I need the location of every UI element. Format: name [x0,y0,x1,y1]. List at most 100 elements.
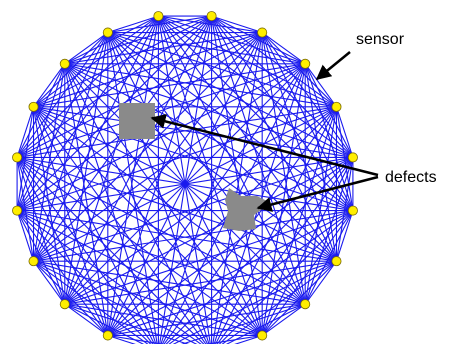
sensor-nodes [12,11,358,341]
ray-path-54 [335,106,354,158]
ray-path-4 [211,15,354,211]
ray-path-120 [33,106,306,305]
ray-path-27 [160,32,263,344]
defect-region-1 [119,103,155,139]
ray-path-111 [157,15,337,262]
ray-path-172 [32,63,66,262]
ray-path-47 [33,63,306,262]
defect-arrow-2 [256,175,379,212]
ray-path-183 [16,15,159,158]
ray-path-67 [64,63,337,108]
sensor-node-18 [59,58,70,69]
ray-path-165 [32,106,66,305]
ray-path-109 [64,63,337,262]
ray-path-132 [64,63,263,336]
ray-path-64 [16,106,337,212]
ray-path-16 [64,15,212,65]
sensor-node-20 [153,11,164,22]
ray-path-154 [64,303,109,336]
sensor-node-6 [347,205,358,216]
ray-path-164 [16,157,66,305]
ray-path-155 [33,260,109,336]
ray-path-101 [221,260,337,344]
ray-path-84 [158,15,354,158]
sensor-node-13 [59,299,70,310]
ray-path-128 [33,260,263,336]
ray-path-184 [33,63,66,108]
ray-path-58 [261,106,337,336]
ray-path-37 [304,63,337,108]
ray-path-2 [211,15,337,108]
ray-path-169 [16,210,35,262]
ray-path-98 [158,15,354,211]
ray-path-148 [16,210,152,344]
ray-path-62 [64,106,337,305]
ray-path-178 [16,32,109,211]
ray-path-139 [16,210,202,344]
ray-path-187 [64,32,109,65]
sensor-node-1 [206,11,217,22]
ray-path-29 [64,32,263,305]
ray-path-53 [158,15,306,65]
ray-path-179 [16,15,159,211]
sensor-node-2 [257,27,268,38]
sensor-node-7 [331,256,342,267]
ray-path-85 [335,210,354,262]
ray-path-52 [107,31,306,65]
sensor-node-9 [257,330,268,341]
ray-path-112 [261,303,306,336]
ray-path-180 [16,106,35,158]
ray-path-186 [33,15,159,108]
ray-path-129 [16,210,263,336]
ray-path-103 [107,260,337,336]
ray-path-21 [261,32,354,158]
ray-path-156 [16,210,109,336]
ray-path-89 [168,210,354,344]
ray-path-78 [33,156,354,262]
sensor-node-4 [331,101,342,112]
ray-path-143 [107,32,210,344]
ray-path-151 [64,63,157,344]
ray-path-158 [33,106,109,336]
ray-path-69 [158,15,337,108]
ray-path-144 [157,16,211,344]
ray-path-110 [107,32,337,262]
ray-path-177 [16,63,66,211]
ray-path-36 [158,15,263,34]
ray-path-83 [107,32,354,158]
ray-path-149 [16,157,154,344]
ray-path-33 [33,32,263,108]
ray-path-122 [107,32,306,305]
ray-path-176 [16,106,35,211]
sensor-node-3 [300,58,311,69]
ray-path-150 [33,106,155,344]
sensor-node-14 [28,256,39,267]
sensor-node-17 [28,101,39,112]
ray-path-99 [304,260,337,305]
ray-path-147 [33,260,149,344]
ray-path-96 [64,63,354,212]
ray-path-173 [33,32,109,262]
ray-path-72 [304,157,354,305]
ray-path-19 [261,32,306,65]
ray-path-170 [16,157,35,262]
ray-path-181 [16,63,66,158]
ray-path-14 [16,15,212,158]
ray-path-95 [33,106,354,212]
ray-path-162 [33,260,66,305]
ray-path-87 [261,210,354,336]
ray-path-189 [107,15,159,34]
ray-path-152 [107,32,158,344]
ray-path-107 [16,156,337,262]
ray-path-68 [107,32,337,108]
ray-path-188 [64,15,159,65]
ray-path-182 [16,32,109,158]
ray-path-123 [157,15,306,305]
ray-path-117 [33,260,306,305]
ray-path-140 [16,157,205,344]
ray-path-134 [157,15,263,336]
annotation-arrows [150,51,379,212]
ray-path-138 [33,260,198,344]
ray-path-161 [107,16,159,336]
